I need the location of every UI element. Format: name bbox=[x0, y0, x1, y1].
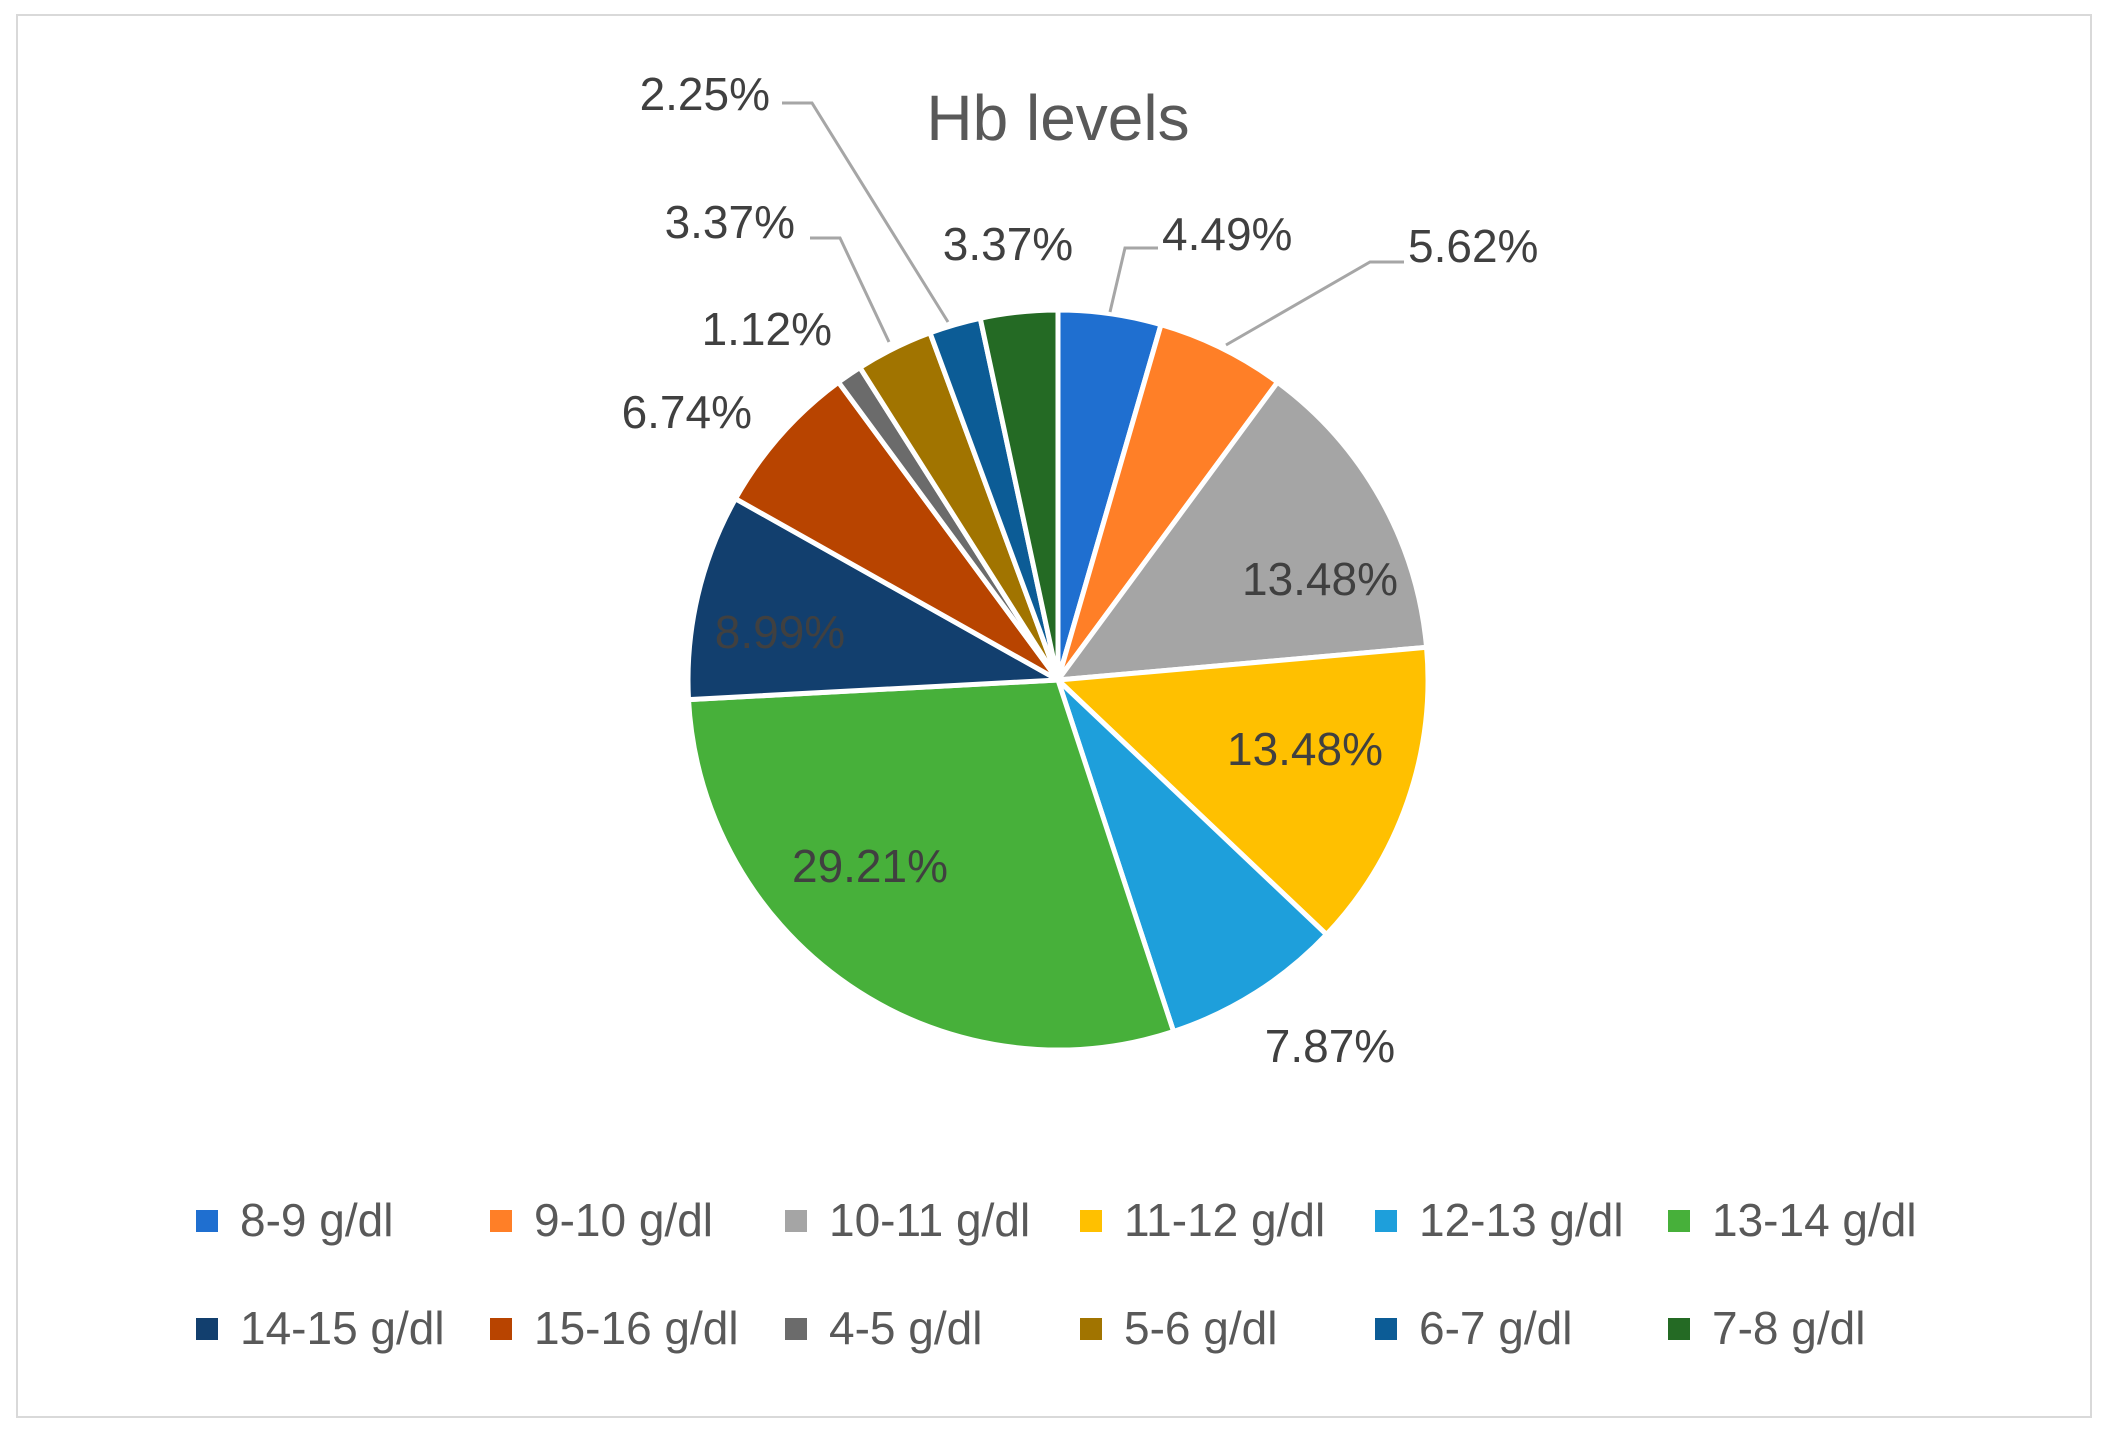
data-label-4: 13.48% bbox=[1227, 723, 1383, 775]
leader-line-1 bbox=[1108, 246, 1158, 313]
legend-swatch-11 bbox=[1375, 1318, 1397, 1340]
data-labels: 4.49% 5.62% 13.48% 13.48% 7.87% 29.21% 8.99% 6.… bbox=[622, 68, 1539, 1072]
leader-line-11 bbox=[782, 101, 950, 323]
leader-line-2 bbox=[1225, 260, 1404, 347]
legend-label-4: 11-12 g/dl bbox=[1124, 1194, 1325, 1246]
data-label-11: 2.25% bbox=[640, 68, 770, 120]
legend-swatch-5 bbox=[1375, 1210, 1397, 1232]
legend-swatch-12 bbox=[1668, 1318, 1690, 1340]
pie-slice-4 bbox=[1055, 644, 1431, 938]
pie-slices bbox=[685, 307, 1431, 1053]
data-label-12: 3.37% bbox=[943, 218, 1073, 270]
chart-title: Hb levels bbox=[926, 82, 1189, 154]
legend-label-8: 15-16 g/dl bbox=[534, 1302, 739, 1354]
pie-slice-7 bbox=[685, 496, 1061, 703]
pie-slice-12 bbox=[977, 307, 1061, 683]
legend-swatch-2 bbox=[490, 1210, 512, 1232]
legend-label-9: 4-5 g/dl bbox=[829, 1302, 982, 1354]
data-label-3: 13.48% bbox=[1242, 553, 1398, 605]
legend: 8-9 g/dl 9-10 g/dl 10-11 g/dl 11-12 g/dl 12-… bbox=[196, 1194, 1917, 1354]
data-label-8: 6.74% bbox=[622, 386, 752, 438]
pie-slice-6 bbox=[686, 677, 1177, 1053]
data-label-10: 3.37% bbox=[665, 196, 795, 248]
legend-label-2: 9-10 g/dl bbox=[534, 1194, 713, 1246]
legend-swatch-6 bbox=[1668, 1210, 1690, 1232]
legend-swatch-10 bbox=[1080, 1318, 1102, 1340]
legend-label-11: 6-7 g/dl bbox=[1419, 1302, 1572, 1354]
data-label-2: 5.62% bbox=[1408, 220, 1538, 272]
leader-line-10 bbox=[810, 236, 891, 343]
legend-swatch-8 bbox=[490, 1318, 512, 1340]
data-label-1: 4.49% bbox=[1162, 208, 1292, 260]
legend-swatch-1 bbox=[196, 1210, 218, 1232]
data-label-9: 1.12% bbox=[702, 303, 832, 355]
legend-label-7: 14-15 g/dl bbox=[240, 1302, 445, 1354]
legend-swatch-9 bbox=[785, 1318, 807, 1340]
pie-slice-5 bbox=[1055, 677, 1330, 1034]
legend-swatch-3 bbox=[785, 1210, 807, 1232]
legend-label-10: 5-6 g/dl bbox=[1124, 1302, 1277, 1354]
legend-label-1: 8-9 g/dl bbox=[240, 1194, 393, 1246]
legend-label-6: 13-14 g/dl bbox=[1712, 1194, 1917, 1246]
data-label-5: 7.87% bbox=[1265, 1020, 1395, 1072]
pie-slice-2 bbox=[1055, 322, 1281, 683]
pie-slice-3 bbox=[1055, 379, 1430, 683]
legend-label-5: 12-13 g/dl bbox=[1419, 1194, 1624, 1246]
pie-slice-8 bbox=[732, 379, 1061, 683]
legend-swatch-4 bbox=[1080, 1210, 1102, 1232]
legend-label-12: 7-8 g/dl bbox=[1712, 1302, 1865, 1354]
data-label-6: 29.21% bbox=[792, 840, 948, 892]
leader-lines bbox=[782, 101, 1404, 347]
legend-swatch-7 bbox=[196, 1318, 218, 1340]
data-label-7: 8.99% bbox=[715, 606, 845, 658]
legend-label-3: 10-11 g/dl bbox=[829, 1194, 1030, 1246]
